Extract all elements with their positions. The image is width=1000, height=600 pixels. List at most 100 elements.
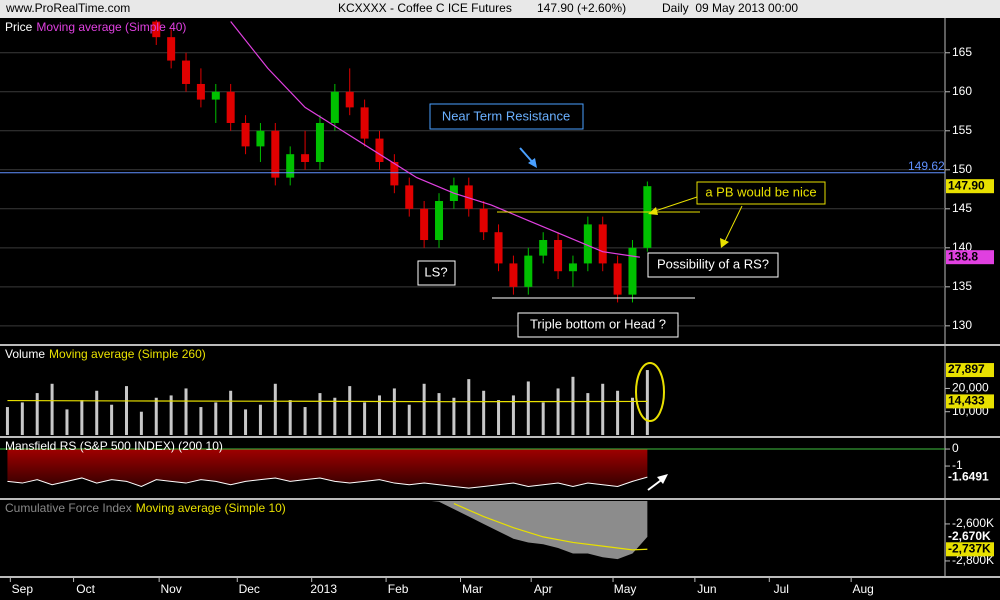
value-tag-label: 14,433 [948,394,985,408]
x-tick-label: Aug [852,582,873,596]
bar [244,409,248,435]
candle-body [152,21,161,38]
candle-body [301,154,310,162]
x-tick-label: Oct [76,582,95,596]
value-tag-label: 138.8 [948,249,978,263]
y-tick-label: 0 [952,441,959,455]
bar [497,400,501,435]
bar [124,386,128,435]
bar [5,407,9,435]
x-tick-label: Sep [12,582,34,596]
candle-body [286,154,295,178]
header-bar [0,0,1000,18]
annotations: Near Term Resistance a PB would be nice … [417,103,826,491]
value-tag-label: -2,670K [948,529,991,543]
value-tag [946,179,994,194]
bar [95,390,99,435]
bar [258,404,262,435]
bar [437,393,441,435]
moving-average [230,21,641,258]
value-tag [946,470,994,485]
bar [65,409,69,435]
candle-body [494,232,503,264]
bar [467,379,471,435]
bar [214,402,218,435]
annotation: Triple bottom or Head ? [530,316,666,331]
y-tick-label: -2,600K [952,516,994,530]
candle-body [598,224,607,264]
x-tick-label: Feb [388,582,409,596]
area [7,449,648,489]
bar [199,407,203,435]
plot: 130135140145150155160165149.62147.90138.… [0,20,994,596]
moving-average [453,503,648,551]
value-tag [946,250,994,265]
value-tag [946,394,994,409]
candle-body [539,240,548,256]
x-tick-label: Apr [534,582,553,596]
bar [511,395,515,435]
y-tick-label: 135 [952,279,972,293]
y-tick-label: 145 [952,201,972,215]
candle-body [196,83,205,100]
instrument: KCXXXX - Coffee C ICE Futures [338,1,512,15]
candle-body [464,185,473,209]
candle-body [167,37,176,61]
bar [229,390,233,435]
quote: 147.90 (+2.60%) [537,1,626,15]
site: www.ProRealTime.com [5,1,130,15]
bar [110,404,114,435]
panel-title-text: Price [5,20,33,34]
bar [50,383,54,435]
y-tick-label: 130 [952,318,972,332]
annotation: Near Term Resistance [442,108,570,123]
candle-body [226,91,235,123]
bar [377,395,381,435]
panel [0,20,945,327]
value-tag-label: -2,737K [948,541,991,555]
candle-body [554,240,563,272]
y-tick-label: 160 [952,84,972,98]
panel-separators [0,344,1000,578]
bar [452,397,456,435]
bar [35,393,39,435]
bar [348,386,352,435]
bar [407,404,411,435]
panel-subtitle: Moving average (Simple 10) [136,501,286,515]
panel-subtitle: Moving average (Simple 260) [49,347,206,361]
panel-title: Mansfield RS (S&P 500 INDEX) (200 10) [5,439,223,453]
panel-title: Price Moving average (Simple 40) [5,20,186,34]
bar [616,390,620,435]
panel-subtitle: Moving average (Simple 40) [36,20,186,34]
panel [5,370,649,435]
panel-title-text: Cumulative Force Index [5,501,132,515]
candle-body [330,91,339,123]
bar [169,395,173,435]
candle-body [524,255,533,287]
candle-body [583,224,592,264]
bar [288,400,292,435]
y-tick-label: -1 [952,458,963,472]
value-tag-label: -1.6491 [948,469,989,483]
bar [482,390,486,435]
panel-title-text: Mansfield RS (S&P 500 INDEX) (200 10) [5,439,223,453]
candle-body [241,122,250,147]
axis: 130135140145150155160165149.62147.90138.… [908,45,994,332]
bar [392,388,396,435]
bar [139,411,143,435]
x-tick-label: Dec [239,582,260,596]
reference-label: 149.62 [908,159,945,173]
candle-body [360,107,369,139]
line [7,476,648,489]
candle-body [420,208,429,241]
y-tick-label: 20,000 [952,381,989,395]
bar [630,397,634,435]
x-tick-label: Nov [160,582,181,596]
candle-body [509,263,518,287]
bar [526,381,530,435]
bar [645,370,649,435]
annotation: a PB would be nice [705,184,816,199]
y-tick-label: 150 [952,162,972,176]
value-tag [946,363,994,378]
